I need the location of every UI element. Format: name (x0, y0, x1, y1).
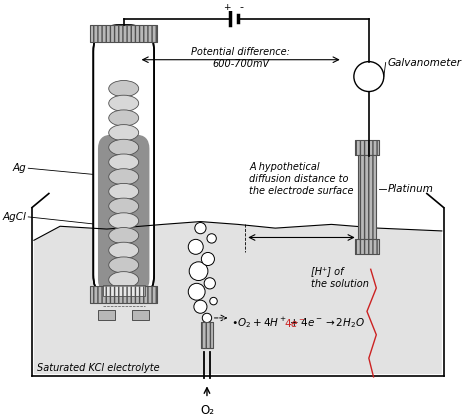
Text: Ag: Ag (13, 163, 27, 173)
Text: Platinum: Platinum (388, 184, 433, 194)
Text: [H⁺] of
the solution: [H⁺] of the solution (311, 267, 369, 289)
Circle shape (201, 252, 214, 265)
Bar (201, 322, 212, 348)
Text: AgCl: AgCl (2, 212, 27, 222)
Circle shape (188, 284, 205, 300)
Text: +: + (223, 3, 230, 12)
Circle shape (195, 223, 206, 234)
Bar (91, 286, 157, 303)
Circle shape (189, 262, 208, 281)
Bar (357, 155, 376, 239)
Ellipse shape (109, 272, 139, 288)
Ellipse shape (109, 154, 139, 170)
Ellipse shape (109, 228, 139, 244)
Polygon shape (34, 222, 442, 374)
Text: O₂: O₂ (200, 404, 214, 417)
Circle shape (202, 313, 212, 323)
Bar (99, 310, 115, 320)
Circle shape (194, 300, 207, 313)
Circle shape (207, 234, 216, 243)
Ellipse shape (109, 242, 139, 258)
Bar (91, 286, 157, 303)
Circle shape (188, 239, 203, 255)
Circle shape (210, 297, 217, 305)
Bar (132, 310, 149, 320)
Bar (103, 285, 145, 297)
Ellipse shape (109, 198, 139, 214)
Ellipse shape (109, 95, 139, 111)
Bar (355, 140, 379, 155)
Text: $4e^-$: $4e^-$ (284, 317, 306, 328)
Text: Saturated KCl electrolyte: Saturated KCl electrolyte (36, 363, 159, 373)
Circle shape (354, 62, 384, 92)
FancyBboxPatch shape (93, 25, 154, 301)
Ellipse shape (109, 184, 139, 199)
Text: Potential difference:
600-700mV: Potential difference: 600-700mV (191, 47, 290, 69)
Circle shape (204, 278, 215, 289)
Ellipse shape (109, 125, 139, 141)
Text: -: - (239, 3, 244, 12)
Bar (355, 239, 379, 255)
Bar (355, 239, 379, 255)
FancyBboxPatch shape (98, 134, 149, 294)
Bar (355, 140, 379, 155)
Ellipse shape (109, 81, 139, 97)
Text: A hypothetical
diffusion distance to
the electrode surface: A hypothetical diffusion distance to the… (249, 162, 354, 196)
Ellipse shape (109, 139, 139, 155)
Bar (91, 25, 157, 42)
Ellipse shape (109, 169, 139, 185)
Bar (201, 322, 212, 348)
Ellipse shape (109, 213, 139, 229)
Bar (91, 25, 157, 42)
Text: $\bullet O_2+4H^+ + 4e^-\rightarrow 2H_2O$: $\bullet O_2+4H^+ + 4e^-\rightarrow 2H_2… (231, 315, 365, 330)
Text: Galvanometer: Galvanometer (388, 58, 462, 68)
Ellipse shape (109, 110, 139, 126)
Bar (357, 155, 376, 239)
Ellipse shape (109, 257, 139, 273)
